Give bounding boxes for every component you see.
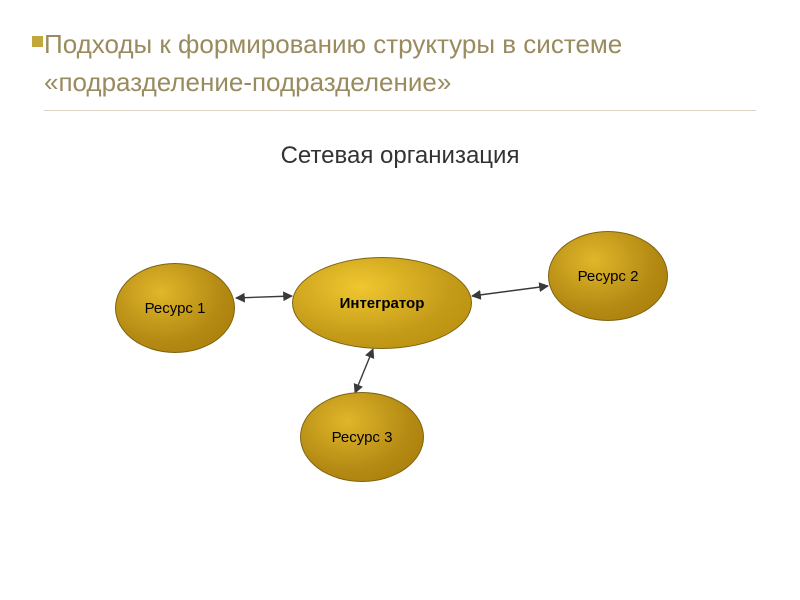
- edge: [236, 296, 292, 298]
- node-label: Ресурс 2: [578, 268, 639, 285]
- node-integrator: Интегратор: [292, 257, 472, 349]
- node-label: Интегратор: [340, 295, 425, 312]
- node-label: Ресурс 1: [145, 300, 206, 317]
- edge: [355, 349, 373, 393]
- node-resource1: Ресурс 1: [115, 263, 235, 353]
- node-resource3: Ресурс 3: [300, 392, 424, 482]
- edge: [472, 286, 548, 296]
- node-label: Ресурс 3: [332, 429, 393, 446]
- node-resource2: Ресурс 2: [548, 231, 668, 321]
